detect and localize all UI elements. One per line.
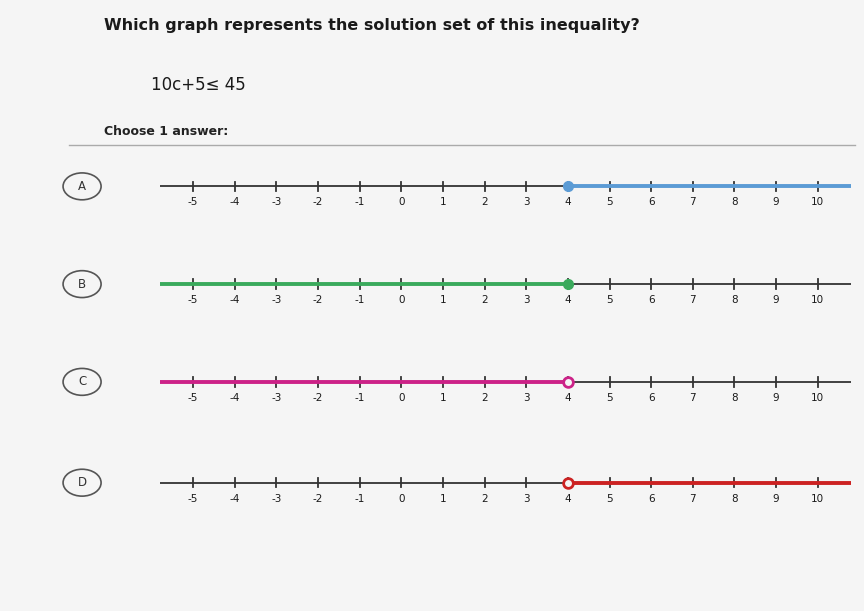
Text: -5: -5 — [188, 494, 199, 504]
Text: -2: -2 — [313, 295, 323, 306]
Text: -1: -1 — [354, 393, 365, 403]
Text: 1: 1 — [440, 197, 447, 208]
Text: 6: 6 — [648, 295, 655, 306]
Text: -1: -1 — [354, 295, 365, 306]
Text: -1: -1 — [354, 494, 365, 504]
Text: 7: 7 — [689, 197, 696, 208]
Text: -1: -1 — [354, 197, 365, 208]
Text: 4: 4 — [564, 494, 571, 504]
Text: D: D — [78, 476, 86, 489]
Text: 0: 0 — [398, 295, 404, 306]
Text: -2: -2 — [313, 197, 323, 208]
Text: Choose 1 answer:: Choose 1 answer: — [104, 125, 228, 138]
Text: -5: -5 — [188, 197, 199, 208]
Text: 6: 6 — [648, 197, 655, 208]
Text: 4: 4 — [564, 393, 571, 403]
Text: 9: 9 — [772, 494, 779, 504]
Text: 1: 1 — [440, 393, 447, 403]
Text: 9: 9 — [772, 393, 779, 403]
Text: 7: 7 — [689, 494, 696, 504]
Text: 2: 2 — [481, 494, 488, 504]
Text: -4: -4 — [230, 393, 240, 403]
Text: B: B — [78, 277, 86, 291]
Text: 10: 10 — [811, 197, 824, 208]
Text: 10: 10 — [811, 295, 824, 306]
Text: A: A — [78, 180, 86, 193]
Text: -4: -4 — [230, 295, 240, 306]
Text: 3: 3 — [523, 494, 530, 504]
Text: 10c+5≤ 45: 10c+5≤ 45 — [151, 76, 246, 94]
Text: 9: 9 — [772, 295, 779, 306]
Text: -3: -3 — [271, 393, 282, 403]
Text: 8: 8 — [731, 197, 738, 208]
Text: 7: 7 — [689, 393, 696, 403]
Text: 8: 8 — [731, 494, 738, 504]
Text: -3: -3 — [271, 494, 282, 504]
Text: 1: 1 — [440, 494, 447, 504]
Text: 10: 10 — [811, 494, 824, 504]
Text: Which graph represents the solution set of this inequality?: Which graph represents the solution set … — [104, 18, 639, 34]
Text: -5: -5 — [188, 295, 199, 306]
Text: 3: 3 — [523, 393, 530, 403]
Text: 2: 2 — [481, 197, 488, 208]
Text: 5: 5 — [607, 494, 613, 504]
Text: 7: 7 — [689, 295, 696, 306]
Text: 1: 1 — [440, 295, 447, 306]
Text: -4: -4 — [230, 494, 240, 504]
Text: 5: 5 — [607, 295, 613, 306]
Text: 3: 3 — [523, 295, 530, 306]
Text: 6: 6 — [648, 494, 655, 504]
Text: 0: 0 — [398, 197, 404, 208]
Text: 4: 4 — [564, 295, 571, 306]
Text: -4: -4 — [230, 197, 240, 208]
Text: 9: 9 — [772, 197, 779, 208]
Text: C: C — [78, 375, 86, 389]
Text: -3: -3 — [271, 295, 282, 306]
Text: 0: 0 — [398, 393, 404, 403]
Text: 6: 6 — [648, 393, 655, 403]
Text: -2: -2 — [313, 494, 323, 504]
Text: -2: -2 — [313, 393, 323, 403]
Text: 0: 0 — [398, 494, 404, 504]
Text: 10: 10 — [811, 393, 824, 403]
Text: -5: -5 — [188, 393, 199, 403]
Text: 2: 2 — [481, 393, 488, 403]
Text: 3: 3 — [523, 197, 530, 208]
Text: 4: 4 — [564, 197, 571, 208]
Text: 5: 5 — [607, 197, 613, 208]
Text: -3: -3 — [271, 197, 282, 208]
Text: 8: 8 — [731, 295, 738, 306]
Text: 8: 8 — [731, 393, 738, 403]
Text: 2: 2 — [481, 295, 488, 306]
Text: 5: 5 — [607, 393, 613, 403]
